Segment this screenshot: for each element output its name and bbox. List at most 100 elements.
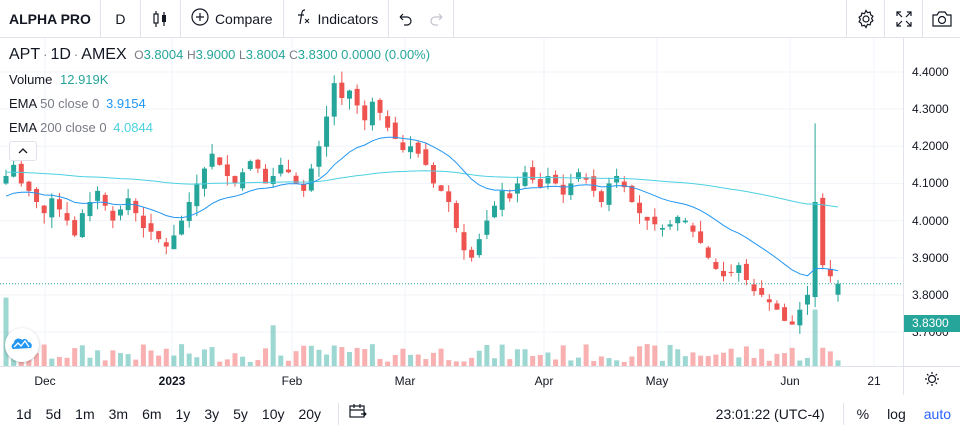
volume-bar — [423, 359, 429, 366]
volume-bar — [743, 346, 749, 366]
candle-body — [637, 202, 643, 214]
candle-body — [820, 197, 826, 266]
settings-button[interactable] — [846, 0, 884, 38]
undo-button[interactable] — [389, 0, 421, 38]
percent-scale-button[interactable]: % — [856, 405, 870, 422]
time-axis[interactable]: Dec 2023 Feb Mar Apr May Jun 21 — [0, 366, 960, 395]
range-button-20y[interactable]: 20y — [298, 405, 322, 422]
high-value: 3.9000 — [195, 47, 236, 62]
ema50-value: 3.9154 — [105, 96, 146, 111]
range-button-5d[interactable]: 5d — [45, 405, 62, 422]
brand-logo[interactable] — [5, 328, 39, 362]
auto-scale-button[interactable]: auto — [923, 405, 951, 422]
candle-body — [721, 270, 727, 277]
compare-label: Compare — [214, 10, 273, 27]
log-scale-button[interactable]: log — [887, 405, 906, 422]
range-button-1d[interactable]: 1d — [16, 405, 32, 422]
range-button-3m[interactable]: 3m — [108, 405, 129, 422]
date-range-icon[interactable] — [349, 403, 367, 424]
volume-bar — [545, 352, 551, 366]
candle-body — [255, 159, 261, 169]
range-button-5y[interactable]: 5y — [233, 405, 248, 422]
volume-bar — [575, 357, 581, 366]
symbol-name[interactable]: APT — [9, 46, 41, 63]
volume-bar — [400, 348, 406, 366]
volume-bar — [598, 356, 604, 366]
candle-body — [209, 153, 215, 167]
candle-body — [148, 223, 154, 232]
candle-body — [522, 172, 528, 186]
range-button-1m[interactable]: 1m — [75, 405, 95, 422]
candle-body — [171, 235, 177, 250]
price-axis[interactable]: 4.4000 4.3000 4.2000 4.1000 4.0000 3.9000 3.80… — [903, 38, 960, 366]
candle-body — [461, 232, 467, 251]
candle-body — [34, 188, 40, 202]
range-button-3y[interactable]: 3y — [204, 405, 220, 422]
close-value: 3.8300 — [297, 47, 338, 62]
volume-bar — [255, 360, 261, 366]
volume-bars — [3, 297, 841, 366]
volume-bar — [621, 361, 627, 366]
clock-display[interactable]: 23:01:22 (UTC-4) — [715, 405, 825, 422]
price-tick-label: 4.2000 — [912, 139, 949, 154]
candle-body — [339, 82, 345, 98]
time-tick-label: 2023 — [158, 374, 186, 388]
compare-button[interactable]: Compare — [181, 0, 284, 38]
candle-body — [232, 176, 238, 184]
candle-body — [713, 262, 719, 269]
volume-bar — [789, 347, 795, 366]
volume-bar — [652, 345, 658, 366]
candle-body — [743, 263, 749, 280]
volume-bar — [331, 345, 337, 366]
chevron-up-icon — [17, 142, 29, 160]
volume-legend: Volume 12.919K — [9, 72, 108, 87]
time-tick-label: Jun — [780, 374, 800, 388]
candles — [3, 71, 841, 334]
candle-body — [545, 176, 551, 184]
candle-body — [553, 174, 559, 184]
chart-type-button[interactable] — [141, 0, 181, 38]
candle-body — [690, 225, 696, 232]
candle-body — [789, 321, 795, 325]
range-button-1y[interactable]: 1y — [175, 405, 191, 422]
candle-body — [499, 190, 505, 210]
screenshot-button[interactable] — [922, 0, 960, 38]
axis-settings-button[interactable] — [903, 367, 960, 395]
candle-body — [766, 299, 772, 303]
candle-body — [194, 183, 200, 207]
candle-body — [308, 168, 314, 191]
candle-body — [316, 146, 322, 167]
range-button-6m[interactable]: 6m — [142, 405, 162, 422]
volume-bar — [835, 360, 841, 366]
candle-body — [621, 181, 627, 188]
volume-bar — [285, 360, 291, 366]
interval-button[interactable]: D — [101, 0, 141, 38]
volume-bar — [728, 348, 734, 366]
plus-circle-icon — [191, 8, 209, 29]
range-button-10y[interactable]: 10y — [261, 405, 285, 422]
candle-body — [759, 288, 765, 295]
candle-body — [179, 220, 185, 235]
fullscreen-button[interactable] — [884, 0, 922, 38]
collapse-legend-button[interactable] — [9, 141, 37, 161]
candle-body — [217, 157, 223, 165]
candle-body — [186, 202, 192, 222]
candle-body — [263, 168, 269, 184]
price-chart[interactable] — [0, 38, 903, 366]
ema200-legend: EMA 200 close 0 4.0844 — [9, 120, 153, 135]
candle-body — [87, 202, 93, 217]
candle-body — [827, 268, 833, 277]
candle-body — [270, 176, 276, 184]
indicators-button[interactable]: Indicators — [284, 0, 390, 38]
volume-bar — [637, 346, 643, 366]
ema200-params: 200 close 0 — [40, 120, 107, 135]
price-tick-label: 3.9000 — [912, 250, 949, 265]
candle-body — [415, 142, 421, 154]
candle-body — [560, 184, 566, 195]
volume-bar — [369, 344, 375, 366]
candle-body — [629, 185, 635, 202]
candle-body — [728, 271, 734, 273]
volume-bar — [240, 356, 246, 366]
redo-button[interactable] — [421, 0, 455, 38]
current-price-badge: 3.8300 — [904, 315, 960, 332]
